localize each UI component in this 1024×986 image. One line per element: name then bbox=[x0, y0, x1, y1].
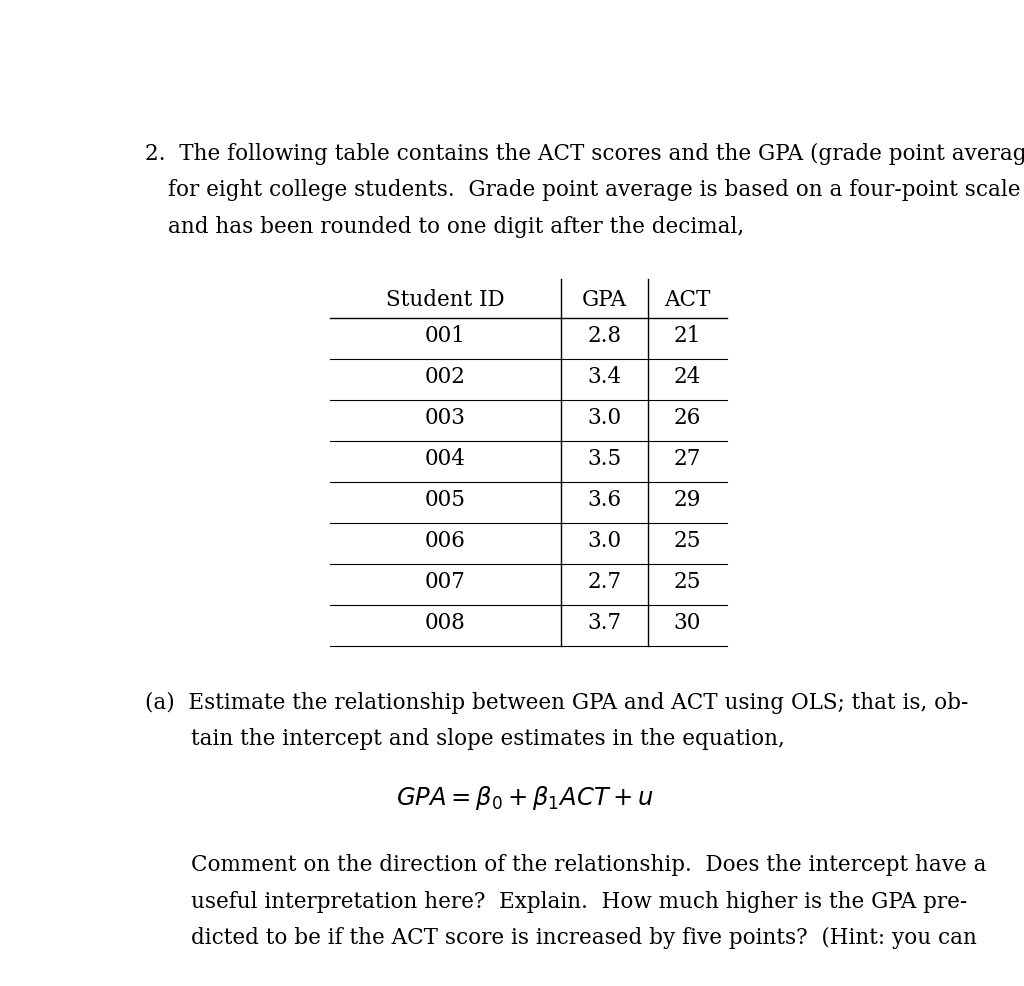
Text: 25: 25 bbox=[674, 571, 701, 593]
Text: 3.0: 3.0 bbox=[587, 529, 622, 552]
Text: 26: 26 bbox=[674, 407, 701, 429]
Text: tain the intercept and slope estimates in the equation,: tain the intercept and slope estimates i… bbox=[191, 728, 785, 749]
Text: 3.7: 3.7 bbox=[587, 611, 622, 634]
Text: 3.6: 3.6 bbox=[587, 489, 622, 511]
Text: 3.0: 3.0 bbox=[587, 407, 622, 429]
Text: dicted to be if the ACT score is increased by five points?  (Hint: you can: dicted to be if the ACT score is increas… bbox=[191, 927, 977, 949]
Text: (a)  Estimate the relationship between GPA and ACT using OLS; that is, ob-: (a) Estimate the relationship between GP… bbox=[145, 691, 969, 713]
Text: ACT: ACT bbox=[665, 288, 711, 311]
Text: 29: 29 bbox=[674, 489, 701, 511]
Text: 25: 25 bbox=[674, 529, 701, 552]
Text: useful interpretation here?  Explain.  How much higher is the GPA pre-: useful interpretation here? Explain. How… bbox=[191, 890, 968, 912]
Text: 001: 001 bbox=[425, 324, 466, 347]
Text: for eight college students.  Grade point average is based on a four-point scale: for eight college students. Grade point … bbox=[168, 179, 1020, 201]
Text: 24: 24 bbox=[674, 366, 701, 387]
Text: 3.5: 3.5 bbox=[587, 448, 622, 469]
Text: 2.8: 2.8 bbox=[587, 324, 622, 347]
Text: 005: 005 bbox=[425, 489, 466, 511]
Text: 006: 006 bbox=[425, 529, 466, 552]
Text: 2.  The following table contains the ACT scores and the GPA (grade point average: 2. The following table contains the ACT … bbox=[145, 143, 1024, 165]
Text: GPA: GPA bbox=[582, 288, 627, 311]
Text: $GPA = \beta_0 + \beta_1 ACT + u$: $GPA = \beta_0 + \beta_1 ACT + u$ bbox=[396, 784, 653, 811]
Text: Student ID: Student ID bbox=[386, 288, 505, 311]
Text: 004: 004 bbox=[425, 448, 466, 469]
Text: 27: 27 bbox=[674, 448, 701, 469]
Text: 30: 30 bbox=[674, 611, 701, 634]
Text: 003: 003 bbox=[425, 407, 466, 429]
Text: 3.4: 3.4 bbox=[587, 366, 622, 387]
Text: 21: 21 bbox=[674, 324, 701, 347]
Text: Comment on the direction of the relationship.  Does the intercept have a: Comment on the direction of the relation… bbox=[191, 854, 987, 876]
Text: 008: 008 bbox=[425, 611, 466, 634]
Text: 002: 002 bbox=[425, 366, 466, 387]
Text: and has been rounded to one digit after the decimal,: and has been rounded to one digit after … bbox=[168, 216, 743, 238]
Text: 2.7: 2.7 bbox=[587, 571, 622, 593]
Text: 007: 007 bbox=[425, 571, 466, 593]
